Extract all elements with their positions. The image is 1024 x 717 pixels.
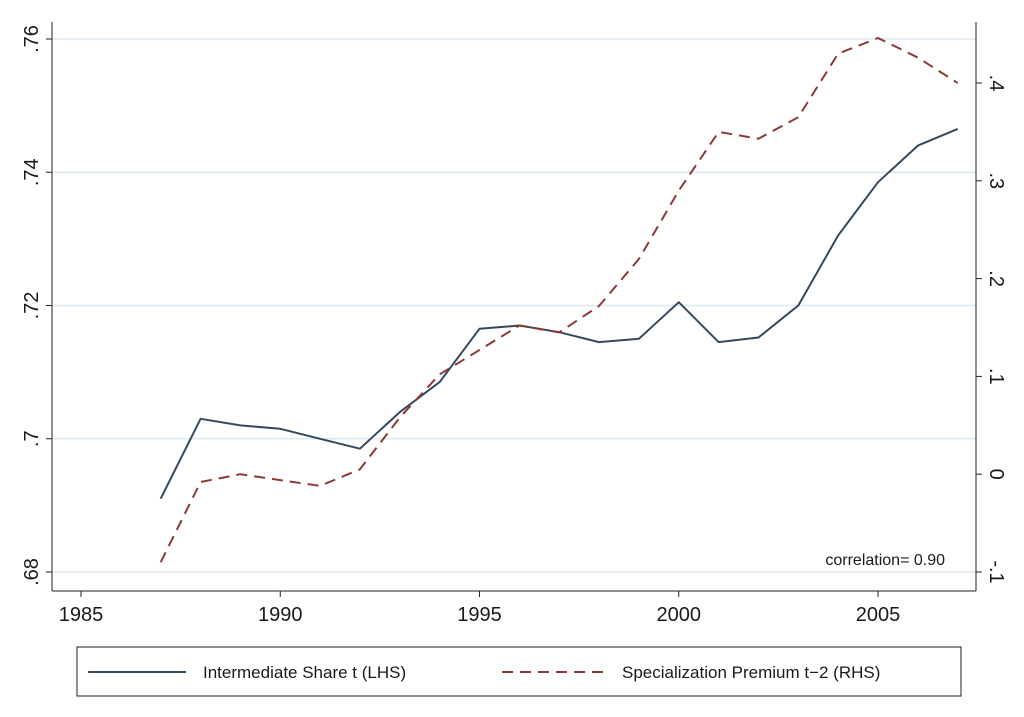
legend-label-specialization-premium: Specialization Premium t−2 (RHS) xyxy=(622,663,880,682)
x-tick-label-4: 2005 xyxy=(856,604,901,626)
x-tick-label-1: 1990 xyxy=(258,604,303,626)
right-tick-label-3: .2 xyxy=(985,270,1007,287)
legend: Intermediate Share t (LHS) Specializatio… xyxy=(76,646,962,697)
left-tick-label-0: .68 xyxy=(21,558,43,586)
x-tick-label-0: 1985 xyxy=(59,604,104,626)
correlation-annotation: correlation= 0.90 xyxy=(825,552,945,569)
series-line-1 xyxy=(159,37,959,563)
legend-label-intermediate-share: Intermediate Share t (LHS) xyxy=(203,663,406,682)
left-tick-label-1: .7 xyxy=(21,430,43,447)
left-tick-label-3: .74 xyxy=(21,158,43,186)
left-tick-label-2: .72 xyxy=(21,292,43,320)
x-tick-label-2: 1995 xyxy=(457,604,502,626)
right-tick-label-2: .1 xyxy=(985,368,1007,385)
gridlines xyxy=(52,38,976,573)
legend-box xyxy=(76,646,962,697)
right-tick-label-0: -.1 xyxy=(985,560,1007,583)
x-tick-label-3: 2000 xyxy=(657,604,702,626)
right-tick-label-1: 0 xyxy=(985,469,1007,480)
right-tick-label-4: .3 xyxy=(985,172,1007,189)
axes: .68 .7 .72 .74 .76 -.1 0 .1 .2 .3 .4 1985 1990 1995 20… xyxy=(21,22,1007,626)
right-tick-label-5: .4 xyxy=(985,75,1007,92)
series-lines xyxy=(159,37,959,563)
left-tick-label-4: .76 xyxy=(21,25,43,53)
